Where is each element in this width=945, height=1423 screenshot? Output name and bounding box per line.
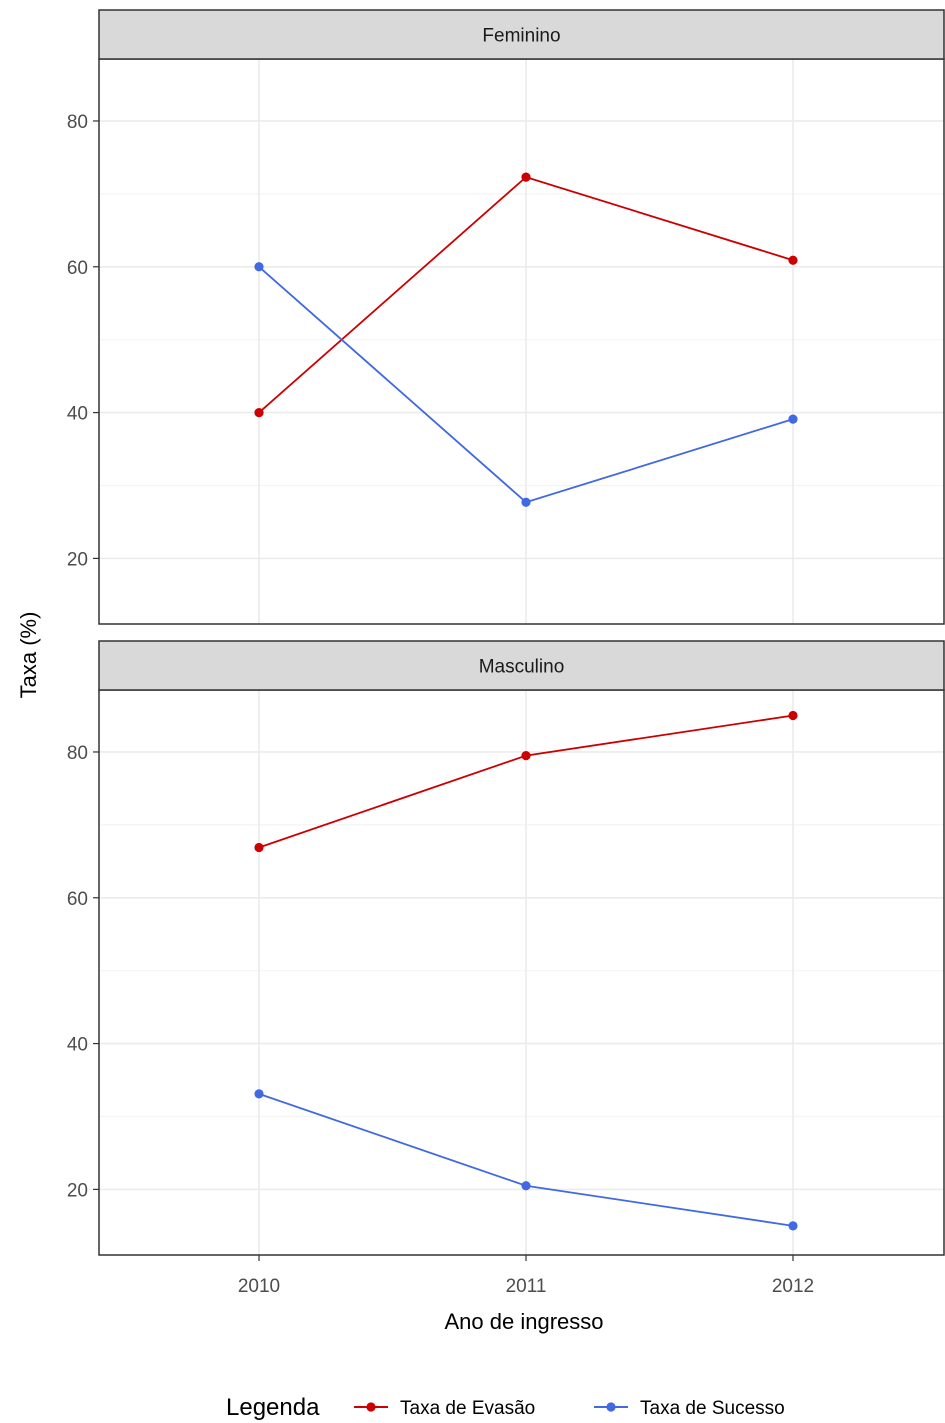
y-axis-title: Taxa (%)	[16, 612, 41, 699]
data-point-sucesso	[521, 497, 531, 507]
y-tick-label: 40	[67, 1035, 88, 1056]
data-point-evasao	[788, 255, 798, 265]
y-tick-label: 60	[67, 258, 88, 279]
x-axis: 2010 2011 2012	[238, 1255, 814, 1297]
facet-strip-label: Feminino	[482, 26, 560, 47]
facet-panel-masculino: Masculino 20 40 60 80	[67, 640, 945, 1256]
data-point-evasao	[521, 172, 531, 182]
legend-entry-label: Taxa de Evasão	[400, 1398, 535, 1419]
x-axis-title: Ano de ingresso	[445, 1309, 604, 1334]
data-point-evasao	[254, 842, 264, 853]
y-tick-label: 40	[67, 404, 88, 425]
y-tick-label: 20	[67, 549, 88, 570]
data-point-evasao	[254, 407, 264, 418]
facet-panel-feminino: Feminino 20 40 60 80	[67, 9, 945, 625]
data-point-evasao	[788, 710, 798, 721]
facet-strip	[98, 640, 945, 691]
x-tick-label: 2010	[238, 1276, 280, 1297]
data-point-sucesso	[254, 1089, 264, 1099]
data-point-evasao	[521, 751, 531, 761]
y-tick-label: 80	[67, 743, 88, 764]
data-point-sucesso	[521, 1181, 531, 1191]
legend: Legenda Taxa de Evasão Taxa de Sucesso	[226, 1394, 785, 1421]
legend-title: Legenda	[226, 1394, 320, 1421]
x-tick-label: 2011	[506, 1276, 547, 1297]
facet-strip-label: Masculino	[479, 657, 565, 678]
panel-background	[99, 690, 944, 1255]
legend-key-point	[606, 1402, 616, 1412]
data-point-sucesso	[788, 414, 798, 424]
legend-key-point	[366, 1402, 376, 1412]
data-point-sucesso	[254, 262, 264, 272]
data-point-sucesso	[788, 1221, 798, 1231]
x-tick-label: 2012	[772, 1276, 814, 1297]
panel-background	[99, 59, 944, 624]
panels-layer: Feminino 20 40 60 80 Masculino 20 40 60 80	[67, 9, 945, 1256]
y-tick-label: 20	[67, 1180, 88, 1201]
y-tick-label: 60	[67, 889, 88, 910]
y-tick-label: 80	[67, 112, 88, 133]
facet-strip	[98, 9, 945, 60]
legend-entry-label: Taxa de Sucesso	[640, 1398, 785, 1419]
